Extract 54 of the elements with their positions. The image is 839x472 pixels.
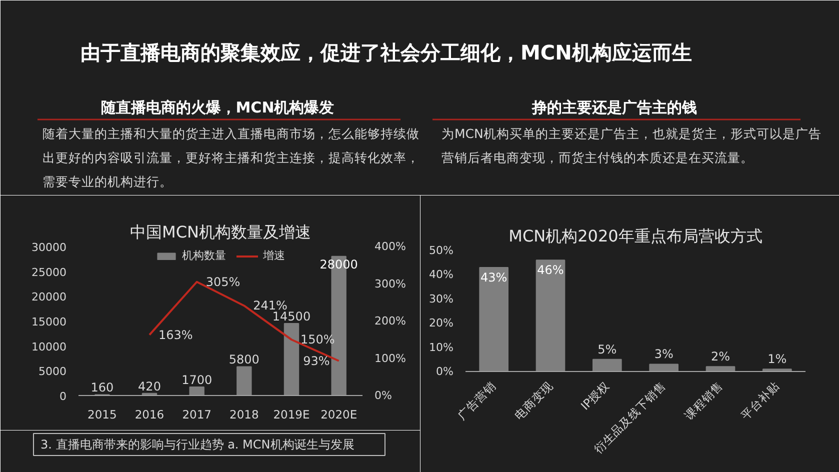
y-tick-label: 10% [429,340,454,354]
data-label: 5800 [228,352,260,367]
y2-tick-label: 0% [374,389,392,402]
data-label: 93% [303,354,330,368]
y-tick-label: 5000 [38,365,67,378]
y-tick-label: 20% [429,316,454,330]
y2-tick-label: 300% [374,277,406,290]
data-label: 420 [138,379,161,394]
text: 3. 直播电商带来的影响与行业趋势 a. MCN机构诞生与发展 [40,438,354,452]
x-tick-label: 2020E [320,408,358,422]
data-label: 305% [206,274,240,289]
chart-title: MCN机构2020年重点布局营收方式 [508,226,762,246]
text: 随着大量的主播和大量的货主进入直播电商市场，怎么能够持续做出更好的内容吸引流量，更好将主播和货主连接，提高转化效率，需要专业的机构进行。 [42,126,420,189]
data-label: 5% [598,342,617,356]
y-tick-label: 50% [429,244,454,257]
data-label: 163% [158,328,193,342]
x-tick-label: 平台补贴 [738,378,782,422]
data-label: 2% [710,350,730,364]
x-tick-label: 2015 [88,408,117,422]
text: 为MCN机构买单的主要还是广告主，也就是货主，形式可以是广告营销后者电商变现，而货主付钱的本质还是在买流量。 [442,126,822,165]
data-label: 46% [537,263,564,278]
y2-tick-label: 200% [374,314,406,328]
y-tick-label: 10000 [32,340,67,354]
data-label: 43% [480,270,508,284]
x-tick-label: 电商变现 [512,378,556,422]
x-tick-label: IP授权 [578,378,612,413]
text: 挣的主要还是广告主的钱 [531,98,697,116]
text: 随直播电商的火爆，MCN机构爆发 [100,98,334,116]
y-tick-label: 20000 [32,290,67,304]
y2-tick-label: 400% [374,240,406,253]
legend-label: 机构数量 [182,248,226,263]
x-tick-label: 2019E [273,408,310,422]
text: 由于直播电商的聚集效应，促进了社会分工细化，MCN机构应运而生 [80,40,692,64]
y-tick-label: 40% [429,268,454,282]
data-label: 1% [768,352,787,366]
y-tick-label: 25000 [32,266,67,279]
y-tick-label: 15000 [32,316,67,328]
data-label: 1700 [182,373,212,388]
data-label: 3% [654,347,674,362]
x-tick-label: 2017 [182,408,212,422]
x-tick-label: 课程销售 [682,378,726,422]
y-tick-label: 0% [436,365,454,378]
data-label: 28000 [320,257,358,272]
x-tick-label: 2018 [230,408,259,422]
x-tick-label: 广告营销 [454,378,499,422]
data-label: 160 [90,380,114,395]
chart-title: 中国MCN机构数量及增速 [130,222,311,242]
y2-tick-label: 100% [374,352,406,365]
data-label: 150% [300,332,335,347]
y-tick-label: 30% [429,292,454,306]
legend-label: 增速 [263,248,285,263]
x-tick-label: 2016 [134,408,164,422]
y-tick-label: 30000 [32,241,67,254]
y-tick-label: 0 [60,390,66,403]
